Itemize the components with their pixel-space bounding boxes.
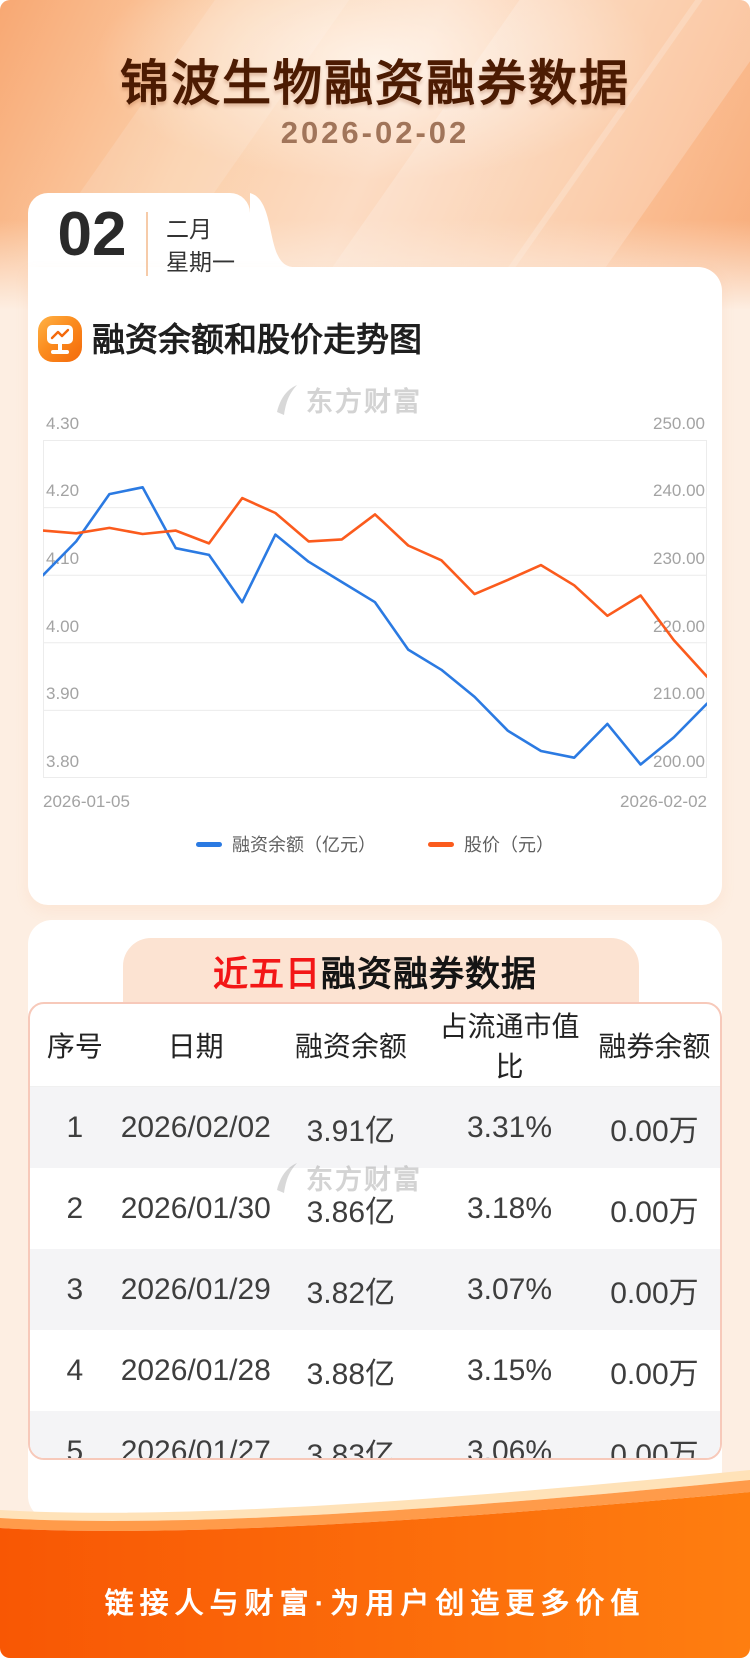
legend-item-stock-price: 股价（元） xyxy=(428,831,554,857)
cell-short: 0.00万 xyxy=(610,1195,699,1229)
chart-panel xyxy=(28,267,722,905)
date-divider xyxy=(146,212,148,276)
cell-date: 2026/01/28 xyxy=(120,1353,271,1387)
table-title: 近五日融资融券数据 xyxy=(0,946,750,997)
line-stock-price xyxy=(41,496,709,678)
col-balance: 融资余额 xyxy=(271,1004,431,1087)
cell-seq: 1 xyxy=(66,1110,84,1144)
cell-ratio: 3.15% xyxy=(466,1353,553,1387)
cell-ratio: 3.07% xyxy=(466,1272,553,1306)
footer-slogan: 链接人与财富·为用户创造更多价值 xyxy=(104,1588,646,1620)
footer-wave xyxy=(0,1470,750,1658)
legend-line-blue-icon xyxy=(196,841,222,847)
cell-date: 2026/01/29 xyxy=(120,1272,271,1306)
chart-section-title: 融资余额和股价走势图 xyxy=(92,321,422,358)
left-axis-tick: 4.30 xyxy=(46,414,80,433)
cell-ratio: 3.31% xyxy=(466,1110,553,1144)
col-date: 日期 xyxy=(119,1004,272,1087)
date-month: 二月 xyxy=(166,216,212,242)
chart-legend: 融资余额（亿元） 股价（元） xyxy=(0,831,750,857)
x-axis-label-start: 2026-01-05 xyxy=(43,792,130,811)
cell-seq: 4 xyxy=(66,1353,84,1387)
cell-ratio: 3.06% xyxy=(466,1434,553,1460)
table-title-rest: 融资融券数据 xyxy=(321,955,538,994)
left-axis-tick: 3.90 xyxy=(46,684,80,703)
right-axis-tick: 200.00 xyxy=(653,752,705,771)
right-axis-tick: 240.00 xyxy=(653,481,705,500)
cell-balance: 3.83亿 xyxy=(306,1438,396,1460)
col-short: 融券余额 xyxy=(588,1004,720,1087)
legend-label: 融资余额（亿元） xyxy=(232,835,376,855)
cell-balance: 3.82亿 xyxy=(306,1276,396,1310)
date-card-curve xyxy=(250,193,294,267)
cell-short: 0.00万 xyxy=(610,1276,699,1310)
table-row: 1 2026/02/02 3.91亿 3.31% 0.00万 xyxy=(30,1086,720,1168)
cell-date: 2026/01/27 xyxy=(120,1434,271,1460)
right-axis-tick: 230.00 xyxy=(653,549,705,568)
page-title: 锦波生物融资融券数据 xyxy=(119,57,630,111)
col-seq: 序号 xyxy=(30,1004,120,1087)
date-weekday: 星期一 xyxy=(166,249,235,275)
table-row: 4 2026/01/28 3.88亿 3.15% 0.00万 xyxy=(30,1330,720,1411)
cell-ratio: 3.18% xyxy=(466,1191,553,1225)
date-card xyxy=(28,193,250,269)
day-number: 02 xyxy=(57,200,127,269)
chart-monitor-icon xyxy=(38,316,82,362)
left-axis-tick: 4.00 xyxy=(46,617,80,636)
cell-balance: 3.86亿 xyxy=(306,1195,396,1229)
cell-seq: 5 xyxy=(66,1434,84,1460)
legend-item-margin-balance: 融资余额（亿元） xyxy=(196,831,376,857)
right-axis-tick: 250.00 xyxy=(653,414,705,433)
five-day-table: 序号 日期 融资余额 占流通市值比 融券余额 1 2026/02/02 3.91… xyxy=(30,1004,720,1460)
five-day-table-card: 序号 日期 融资余额 占流通市值比 融券余额 1 2026/02/02 3.91… xyxy=(28,1002,722,1460)
table-row: 2 2026/01/30 3.86亿 3.18% 0.00万 xyxy=(30,1168,720,1249)
table-row: 5 2026/01/27 3.83亿 3.06% 0.00万 xyxy=(30,1411,720,1460)
x-axis-label-end: 2026-02-02 xyxy=(620,792,707,811)
cell-balance: 3.88亿 xyxy=(306,1357,396,1391)
cell-seq: 3 xyxy=(66,1272,84,1306)
trend-chart xyxy=(41,440,709,778)
table-row: 3 2026/01/29 3.82亿 3.07% 0.00万 xyxy=(30,1249,720,1330)
table-title-highlight: 近五日 xyxy=(212,955,321,994)
legend-label: 股价（元） xyxy=(464,835,554,855)
cell-date: 2026/02/02 xyxy=(120,1110,271,1144)
legend-line-orange-icon xyxy=(428,841,454,847)
col-ratio: 占流通市值比 xyxy=(430,1004,589,1087)
table-header-row: 序号 日期 融资余额 占流通市值比 融券余额 xyxy=(30,1004,720,1087)
page-date: 2026-02-02 xyxy=(280,115,470,150)
cell-date: 2026/01/30 xyxy=(120,1191,271,1225)
right-axis-tick: 210.00 xyxy=(653,684,705,703)
monitor-screen xyxy=(47,325,73,344)
cell-short: 0.00万 xyxy=(610,1357,699,1391)
left-axis-tick: 4.20 xyxy=(46,481,80,500)
cell-short: 0.00万 xyxy=(610,1114,699,1148)
cell-seq: 2 xyxy=(66,1191,84,1225)
cell-balance: 3.91亿 xyxy=(306,1114,396,1148)
cell-short: 0.00万 xyxy=(610,1438,699,1460)
left-axis-tick: 3.80 xyxy=(46,752,80,771)
line-margin-balance xyxy=(41,485,709,766)
